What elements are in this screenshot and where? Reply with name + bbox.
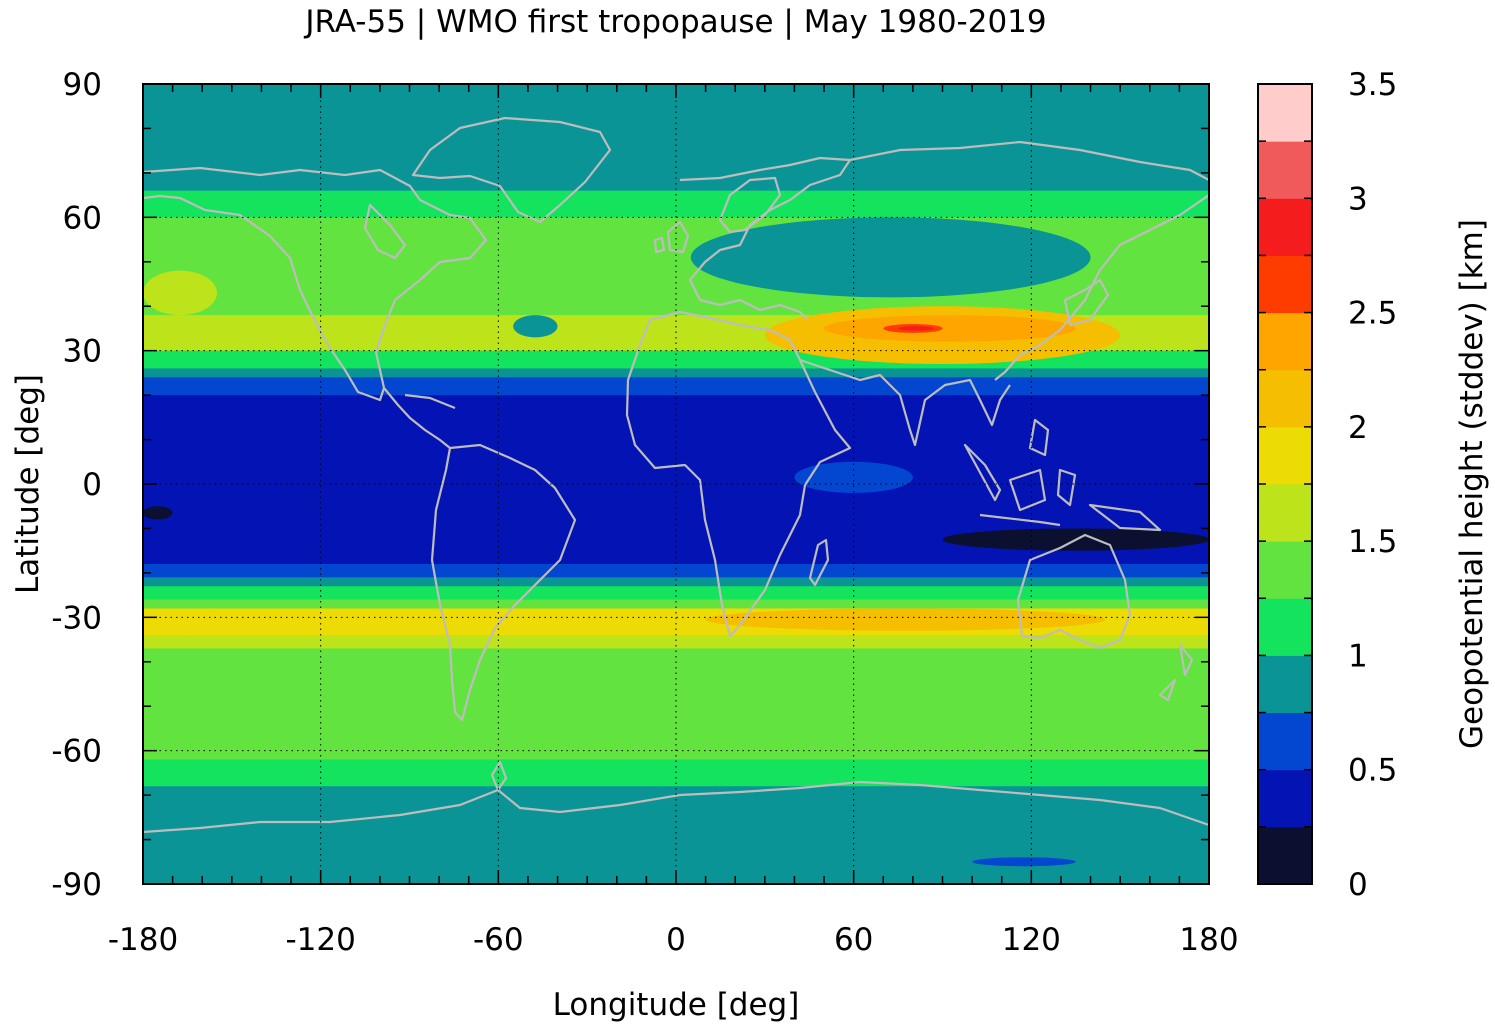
colorbar-tick-label-0: 0 xyxy=(1348,867,1368,903)
colorbar-segment-3 xyxy=(1258,655,1312,714)
field-feature-5 xyxy=(824,315,1076,342)
colorbar-tick-label-3: 1.5 xyxy=(1348,524,1397,560)
colorbar-segment-8 xyxy=(1258,369,1312,428)
x-axis-ticks: -180 -120 -60 0 60 120 180 xyxy=(108,84,1239,958)
x-tick-label-2: -60 xyxy=(473,922,524,958)
field-feature-1 xyxy=(379,217,617,284)
coastline-antarctic-peninsula xyxy=(490,760,508,792)
coastline-europe xyxy=(679,156,852,321)
colorbar-tick-label-1: 0.5 xyxy=(1348,753,1397,789)
colorbar-segment-2 xyxy=(1258,712,1312,771)
field-feature-13 xyxy=(735,648,1121,693)
colorbar-segment-5 xyxy=(1258,541,1312,599)
coastline-british-isles xyxy=(653,220,690,254)
colorbar xyxy=(1258,84,1312,885)
coastline-south-america xyxy=(430,443,577,722)
colorbar-tick-label-4: 2 xyxy=(1348,410,1368,446)
field-band-18 xyxy=(143,759,1209,787)
map-plot-area xyxy=(143,84,1209,884)
coastline-antarctica xyxy=(143,780,1209,834)
coastline-central-america xyxy=(383,387,451,449)
y-tick-label-1: 60 xyxy=(63,200,102,236)
colorbar-segment-11 xyxy=(1258,198,1312,256)
colorbar-segment-12 xyxy=(1258,141,1312,199)
y-axis-ticks: 90 60 30 0 -30 -60 -90 xyxy=(51,67,1209,903)
y-axis-label: Latitude [deg] xyxy=(10,374,46,594)
field-feature-14 xyxy=(972,857,1076,867)
field-feature-12 xyxy=(705,608,1106,631)
coastline-cuba xyxy=(404,393,456,410)
field-feature-10 xyxy=(794,461,913,493)
coastline-arabia-india xyxy=(799,358,1011,447)
colorbar-tick-label-7: 3.5 xyxy=(1348,67,1397,103)
colorbar-tick-label-6: 3 xyxy=(1348,181,1368,217)
field-band-19 xyxy=(143,786,1209,884)
x-tick-label-6: 180 xyxy=(1179,922,1238,958)
x-axis-label: Longitude [deg] xyxy=(553,987,800,1023)
colorbar-segment-0 xyxy=(1258,826,1312,885)
y-tick-label-3: 0 xyxy=(82,467,102,503)
coastline-maritime-continent xyxy=(963,418,1162,532)
field-band-6 xyxy=(143,368,1209,378)
x-tick-label-5: 120 xyxy=(1002,922,1061,958)
coastline-asia-north xyxy=(849,140,1209,381)
coastline-africa xyxy=(625,310,852,638)
colorbar-segment-9 xyxy=(1258,312,1312,371)
colorbar-segment-10 xyxy=(1258,255,1312,314)
colorbar-ticks: 0 0.5 1 1.5 2 2.5 3 3.5 xyxy=(1258,67,1397,903)
x-tick-label-1: -120 xyxy=(285,922,355,958)
coastline-scandinavia xyxy=(718,176,782,234)
coastline-north-america xyxy=(143,166,488,402)
gridlines xyxy=(143,84,1209,884)
field-feature-0 xyxy=(143,270,218,316)
colorbar-tick-label-5: 2.5 xyxy=(1348,296,1397,332)
field-band-0 xyxy=(143,84,1209,192)
colorbar-segment-13 xyxy=(1258,84,1312,142)
field-feature-2 xyxy=(513,315,558,338)
field-feature-3 xyxy=(690,217,1091,298)
x-tick-label-4: 60 xyxy=(834,922,873,958)
field-band-12 xyxy=(143,599,1209,609)
colorbar-label: Geopotential height (stddev) [km] xyxy=(1454,219,1490,749)
coastline-new-zealand xyxy=(1158,643,1194,702)
field-band-14 xyxy=(143,635,1209,649)
colorbar-segment-4 xyxy=(1258,598,1312,656)
colorbar-segment-7 xyxy=(1258,426,1312,485)
chart-title: JRA-55 | WMO first tropopause | May 1980… xyxy=(303,4,1046,40)
colorbar-tick-label-2: 1 xyxy=(1348,638,1368,674)
y-tick-label-5: -60 xyxy=(51,734,102,770)
field-band-9 xyxy=(143,564,1209,578)
field-feature-7 xyxy=(898,326,934,331)
x-tick-label-3: 0 xyxy=(666,922,686,958)
y-tick-label-4: -30 xyxy=(51,600,102,636)
colorbar-segment-1 xyxy=(1258,769,1312,828)
coastline-hudson-bay xyxy=(363,203,407,260)
coastlines xyxy=(143,116,1209,834)
colorbar-segment-6 xyxy=(1258,484,1312,542)
y-tick-label-6: -90 xyxy=(51,867,102,903)
x-tick-label-0: -180 xyxy=(108,922,178,958)
y-tick-label-0: 90 xyxy=(63,67,102,103)
coastline-madagascar xyxy=(808,538,830,587)
field-band-10 xyxy=(143,577,1209,587)
coastline-japan xyxy=(1063,278,1110,327)
field-feature-11 xyxy=(143,608,232,636)
field-band-7 xyxy=(143,377,1209,396)
coastline-greenland xyxy=(411,116,612,224)
y-tick-label-2: 30 xyxy=(63,334,102,370)
coastline-australia xyxy=(1016,533,1132,650)
field-band-11 xyxy=(143,586,1209,601)
field-feature-9 xyxy=(143,506,173,520)
